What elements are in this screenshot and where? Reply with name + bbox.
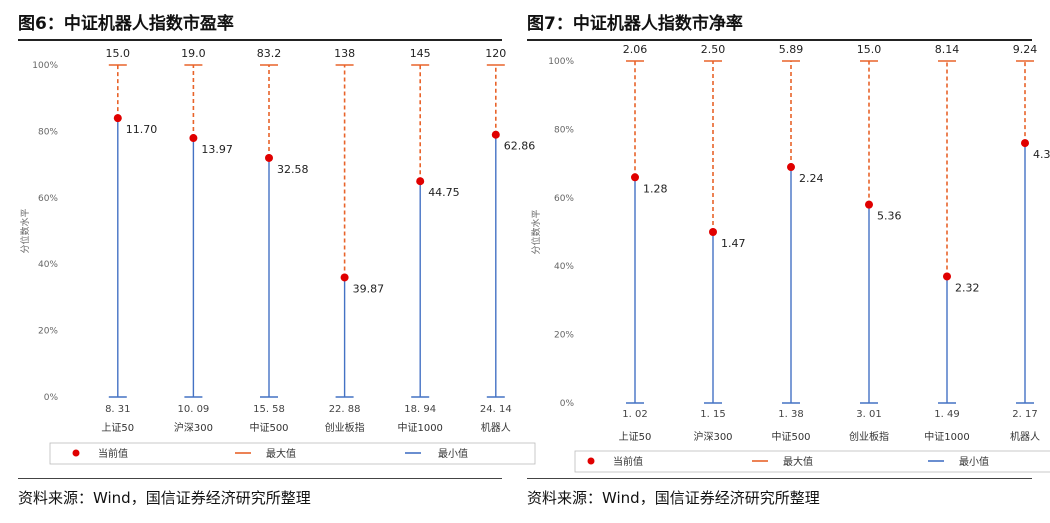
current-value-label: 1.47 <box>721 237 746 250</box>
legend-current-marker <box>72 449 80 457</box>
y-tick-label: 0% <box>44 393 59 403</box>
bottom-rule <box>18 478 502 479</box>
min-value-label: 18. 94 <box>404 404 436 415</box>
min-value-label: 3. 01 <box>856 409 881 420</box>
category-label: 机器人 <box>481 421 511 434</box>
max-value-label: 138 <box>334 47 355 60</box>
source-note: 资料来源：Wind，国信证券经济研究所整理 <box>18 489 311 507</box>
title-rule <box>527 39 1032 41</box>
category-label: 中证500 <box>771 430 810 443</box>
y-tick-label: 0% <box>560 399 575 409</box>
max-value-label: 8.14 <box>935 43 960 56</box>
current-point <box>709 228 717 236</box>
category-label: 中证1000 <box>924 430 969 443</box>
y-tick-label: 20% <box>38 327 58 337</box>
y-axis-label: 分位数水平 <box>19 208 31 253</box>
current-point <box>1021 139 1029 148</box>
y-tick-label: 40% <box>38 260 58 270</box>
bottom-rule <box>527 478 1032 479</box>
y-tick-label: 40% <box>554 262 574 272</box>
min-value-label: 24. 14 <box>480 404 512 415</box>
category-label: 上证50 <box>619 431 652 443</box>
y-tick-label: 60% <box>554 194 574 204</box>
min-value-label: 22. 88 <box>329 404 361 415</box>
min-value-label: 10. 09 <box>177 404 209 415</box>
current-point <box>787 163 795 172</box>
chart-title: 图6：中证机器人指数市盈率 <box>18 14 234 34</box>
min-value-label: 1. 38 <box>778 409 803 420</box>
current-point <box>943 272 951 281</box>
current-value-label: 44.75 <box>428 186 460 199</box>
current-point <box>491 130 500 139</box>
max-value-label: 9.24 <box>1013 43 1038 56</box>
category-label: 机器人 <box>1010 430 1040 443</box>
category-label: 中证1000 <box>397 421 442 434</box>
chart-pb: 0% 20% 40% 60% 80% 100% 分位数水平 2.06 1.28 1. 02 上证50… <box>530 43 1050 473</box>
legend-current-label: 当前值 <box>98 447 128 460</box>
current-point <box>189 134 198 143</box>
current-value-label: 1.28 <box>643 182 668 195</box>
legend-box <box>49 442 536 465</box>
current-value-label: 13.97 <box>201 143 233 156</box>
max-value-label: 5.89 <box>779 43 804 56</box>
y-tick-label: 20% <box>554 331 574 341</box>
legend-max-label: 最大值 <box>783 455 813 468</box>
category-label: 创业板指 <box>325 421 365 434</box>
current-point <box>265 153 273 162</box>
current-point <box>113 114 122 123</box>
current-value-label: 11.70 <box>126 123 158 136</box>
y-axis-label: 分位数水平 <box>530 209 542 254</box>
max-value-label: 145 <box>410 47 431 60</box>
category-label: 中证500 <box>249 421 288 434</box>
current-value-label: 2.24 <box>799 172 824 185</box>
min-value-label: 1. 49 <box>934 409 959 420</box>
chart-pe: 0% 20% 40% 60% 80% 100% 分位数水平 15.0 11.70 8. 31 上证5… <box>19 47 536 465</box>
legend-current-label: 当前值 <box>613 455 643 468</box>
min-value-label: 2. 17 <box>1012 409 1037 420</box>
chart-title: 图7：中证机器人指数市净率 <box>527 14 743 34</box>
current-value-label: 39.87 <box>353 282 385 295</box>
legend-box <box>574 450 1050 473</box>
max-value-label: 19.0 <box>181 47 206 60</box>
y-tick-label: 100% <box>32 61 58 71</box>
current-point <box>340 273 349 282</box>
legend-min-label: 最小值 <box>959 455 989 468</box>
category-label: 上证50 <box>101 422 134 434</box>
current-value-label: 32.58 <box>277 163 309 176</box>
y-tick-label: 80% <box>38 127 58 137</box>
y-tick-label: 80% <box>554 125 574 135</box>
source-note: 资料来源：Wind，国信证券经济研究所整理 <box>527 489 820 507</box>
min-value-label: 1. 15 <box>700 409 725 420</box>
current-value-label: 2.32 <box>955 281 980 294</box>
max-value-label: 2.06 <box>623 43 648 56</box>
min-value-label: 1. 02 <box>622 409 647 420</box>
min-value-label: 8. 31 <box>105 404 130 415</box>
max-value-label: 15.0 <box>857 43 882 56</box>
category-label: 沪深300 <box>693 430 732 443</box>
title-rule <box>18 39 502 41</box>
category-label: 沪深300 <box>174 421 213 434</box>
legend-max-label: 最大值 <box>266 447 296 460</box>
y-tick-label: 60% <box>38 194 58 204</box>
current-value-label: 4.34 <box>1033 148 1050 161</box>
legend-min-label: 最小值 <box>438 447 468 460</box>
panel-pb: 图7：中证机器人指数市净率 0% 20% 40% 60% 80% 100% 分位数水平 2.0… <box>527 0 1050 523</box>
panel-pe: 图6：中证机器人指数市盈率 0% 20% 40% 60% 80% 100% 分位数水平 15.… <box>18 0 536 523</box>
max-value-label: 2.50 <box>701 43 726 56</box>
current-point <box>416 177 425 186</box>
max-value-label: 15.0 <box>106 47 131 60</box>
y-tick-label: 100% <box>548 57 574 67</box>
current-point <box>631 173 639 182</box>
category-label: 创业板指 <box>849 430 889 443</box>
max-value-label: 83.2 <box>257 47 282 60</box>
legend-current-marker <box>587 457 595 465</box>
max-value-label: 120 <box>485 47 506 60</box>
current-value-label: 62.86 <box>504 140 536 153</box>
min-value-label: 15. 58 <box>253 404 285 415</box>
current-value-label: 5.36 <box>877 210 902 223</box>
current-point <box>865 200 873 209</box>
